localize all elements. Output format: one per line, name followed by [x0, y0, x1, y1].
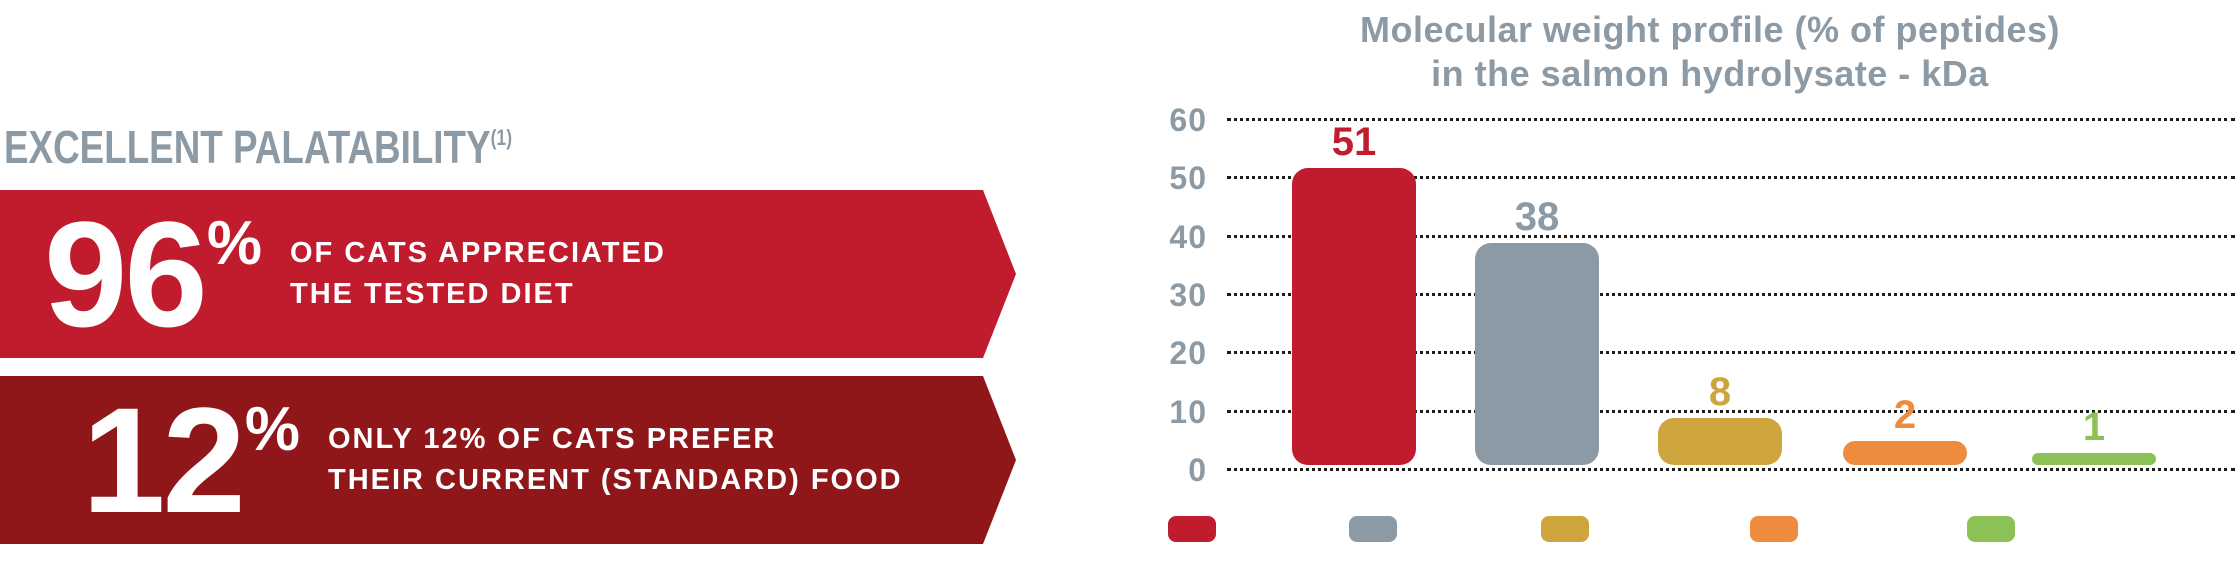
page-title-footnote-marker: (1) [490, 125, 513, 150]
page-title-text: EXCELLENT PALATABILITY [4, 121, 491, 173]
bar-value-label-1: 51 [1331, 120, 1377, 164]
legend-swatch-4 [1750, 516, 1798, 542]
gridline-y-40 [1227, 235, 2235, 238]
bar-2 [1475, 243, 1599, 465]
legend-swatch-3 [1541, 516, 1589, 542]
y-axis-tick-0: 0 [1188, 452, 1207, 488]
stat-96-number: 96 [44, 190, 205, 358]
stat-96-caption: OF CATS APPRECIATED THE TESTED DIET [290, 233, 666, 315]
gridline-y-20 [1227, 351, 2235, 354]
chart-title-line2: in the salmon hydrolysate - kDa [1431, 53, 1989, 94]
bar-1 [1292, 168, 1416, 465]
legend-swatch-2 [1349, 516, 1397, 542]
gridline-y-50 [1227, 176, 2235, 179]
y-axis-tick-50: 50 [1169, 160, 1207, 196]
y-axis-tick-20: 20 [1169, 335, 1207, 371]
bar-value-label-2: 38 [1514, 195, 1560, 239]
chart-title-line1: Molecular weight profile (% of peptides) [1359, 9, 2061, 50]
y-axis-tick-30: 30 [1169, 277, 1207, 313]
stat-96-caption-line2: THE TESTED DIET [290, 278, 575, 310]
stat-12-caption-line1: ONLY 12% OF CATS PREFER [328, 423, 777, 455]
stat-banner-96: 96% OF CATS APPRECIATED THE TESTED DIET [0, 190, 1016, 358]
stat-12-value: 12% [82, 385, 300, 535]
stat-96-caption-line1: OF CATS APPRECIATED [290, 237, 666, 269]
gridline-y-0 [1227, 468, 2235, 471]
stat-96-value: 96% [44, 199, 262, 349]
bar-value-label-5: 1 [2082, 405, 2106, 449]
page-title: EXCELLENT PALATABILITY(1) [4, 120, 512, 174]
bar-5 [2032, 453, 2156, 465]
stat-12-number: 12 [82, 376, 243, 544]
bar-3 [1658, 418, 1782, 465]
legend-swatch-1 [1168, 516, 1216, 542]
stat-96-percent-sign: % [206, 209, 262, 278]
stat-12-caption: ONLY 12% OF CATS PREFER THEIR CURRENT (S… [328, 419, 903, 501]
bar-value-label-3: 8 [1708, 370, 1732, 414]
y-axis-tick-10: 10 [1169, 394, 1207, 430]
stat-12-caption-line2: THEIR CURRENT (STANDARD) FOOD [328, 464, 903, 496]
gridline-y-30 [1227, 293, 2235, 296]
gridline-y-60 [1227, 118, 2235, 121]
bar-value-label-4: 2 [1893, 393, 1917, 437]
gridline-y-10 [1227, 410, 2235, 413]
y-axis-tick-60: 60 [1169, 102, 1207, 138]
stat-banner-12: 12% ONLY 12% OF CATS PREFER THEIR CURREN… [0, 376, 1016, 544]
stat-12-percent-sign: % [244, 395, 300, 464]
bar-4 [1843, 441, 1967, 465]
legend-swatch-5 [1967, 516, 2015, 542]
chart-title: Molecular weight profile (% of peptides)… [1250, 8, 2170, 96]
y-axis-tick-40: 40 [1169, 219, 1207, 255]
